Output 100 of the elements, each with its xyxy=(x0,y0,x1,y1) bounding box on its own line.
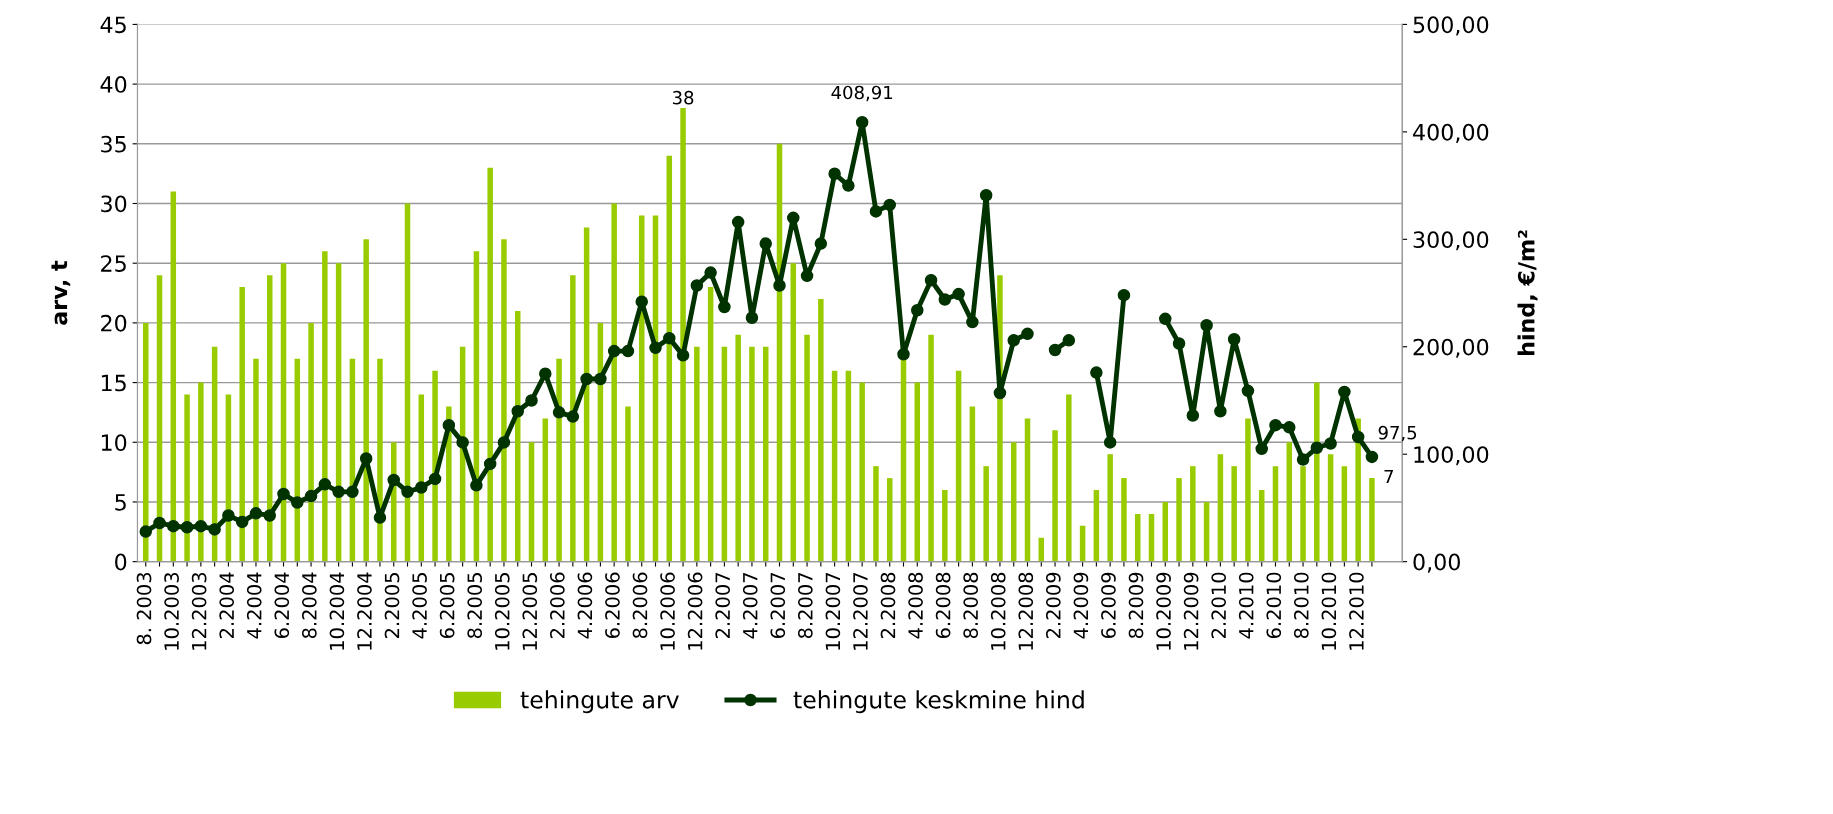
x-tick-label: 10.2004 xyxy=(329,572,345,650)
bar xyxy=(873,466,879,562)
bar xyxy=(735,334,741,562)
x-tick-label: 10.2007 xyxy=(825,573,841,650)
x-tick-label: 6.2004 xyxy=(274,572,290,639)
x-tick-label: 8.2006 xyxy=(632,572,648,639)
x-tick-label: 12.2010 xyxy=(1349,572,1364,650)
bar xyxy=(955,370,962,562)
y2-tick-label: 0,00 xyxy=(1413,553,1460,573)
y-tick-label: 0 xyxy=(115,553,127,571)
bar xyxy=(790,263,797,562)
x-tick-label: 8. 2003 xyxy=(136,572,152,645)
x-tick-label: 8.2010 xyxy=(1293,572,1309,639)
bar xyxy=(969,406,976,562)
y-tick-label: 35 xyxy=(101,135,126,153)
x-tick-label: 12.2007 xyxy=(853,573,868,650)
x-tick-label: 12.2005 xyxy=(522,573,538,650)
x-tick-label: 8.2008 xyxy=(963,572,979,639)
x-tick-label: 2.2007 xyxy=(715,573,731,638)
bar xyxy=(1107,454,1113,562)
bar xyxy=(1231,466,1237,562)
y2-tick-label: 200,00 xyxy=(1413,338,1489,358)
y-tick-label: 40 xyxy=(100,76,127,93)
bar xyxy=(1203,501,1210,562)
bar xyxy=(1258,490,1265,562)
bar xyxy=(886,478,893,562)
bar xyxy=(1327,454,1334,562)
x-tick-label: 2.2005 xyxy=(384,573,400,638)
x-tick-label: 8.2004 xyxy=(302,572,317,639)
x-tick-label: 8.2009 xyxy=(1128,572,1144,639)
bar xyxy=(1121,478,1127,562)
data-label: 97,5 xyxy=(1378,425,1417,442)
y2-tick-label: 400,00 xyxy=(1413,123,1489,143)
bar xyxy=(1341,466,1348,562)
x-tick-label: 4.2004 xyxy=(246,572,262,639)
y2-axis-title: hind, €/m² xyxy=(1517,230,1538,356)
x-tick-label: 6.2010 xyxy=(1266,572,1282,639)
y2-tick-label: 100,00 xyxy=(1414,446,1489,466)
x-tick-label: 12.2006 xyxy=(687,572,703,650)
bar xyxy=(721,346,728,562)
x-tick-label: 4.2009 xyxy=(1073,572,1089,639)
y-tick-label: 20 xyxy=(101,314,127,332)
bar xyxy=(1286,442,1293,562)
bar xyxy=(1024,418,1031,562)
legend-label: tehingute keskmine hind xyxy=(793,690,1084,714)
bar xyxy=(749,346,755,562)
x-tick-label: 2.2006 xyxy=(550,572,565,638)
bar xyxy=(831,370,838,562)
x-tick-label: 10.2006 xyxy=(660,572,675,650)
bar xyxy=(1369,478,1375,562)
y-axis-title: arv, t xyxy=(51,260,71,325)
bar xyxy=(694,346,700,562)
y-tick-label: 15 xyxy=(101,374,126,392)
bar xyxy=(707,287,714,562)
bar xyxy=(528,442,535,562)
x-tick-label: 6.2008 xyxy=(935,572,951,639)
x-tick-label: 6.2006 xyxy=(605,572,620,639)
bar xyxy=(1272,466,1279,562)
x-tick-label: 4.2010 xyxy=(1238,572,1254,639)
x-tick-label: 6.2005 xyxy=(439,573,455,639)
x-tick-label: 2.2010 xyxy=(1211,572,1227,638)
bar xyxy=(1093,490,1100,562)
bar xyxy=(942,490,948,562)
y-tick-label: 10 xyxy=(101,434,127,452)
y2-tick-label: 500,00 xyxy=(1413,16,1489,36)
y-tick-label: 45 xyxy=(100,16,126,34)
bar xyxy=(1176,478,1182,562)
bar xyxy=(983,466,989,562)
bar xyxy=(804,334,810,562)
x-tick-label: 10.2008 xyxy=(990,572,1006,650)
x-tick-label: 4.2006 xyxy=(577,572,593,639)
x-tick-label: 2.2004 xyxy=(219,572,235,638)
bar xyxy=(914,382,921,562)
x-tick-label: 8.2005 xyxy=(467,573,483,639)
bar xyxy=(818,299,824,562)
bar xyxy=(859,382,865,562)
bar xyxy=(542,418,549,562)
x-tick-label: 10.2003 xyxy=(164,572,179,650)
x-tick-label: 4.2007 xyxy=(742,573,758,639)
x-tick-label: 6.2009 xyxy=(1101,572,1116,639)
x-tick-label: 6.2007 xyxy=(770,573,786,639)
bar xyxy=(1066,394,1072,562)
bar xyxy=(1162,501,1169,562)
x-tick-label: 10.2010 xyxy=(1321,572,1337,650)
bar xyxy=(1190,466,1196,562)
x-tick-label: 12.2009 xyxy=(1183,572,1199,650)
x-tick-label: 10.2009 xyxy=(1156,572,1171,650)
x-tick-label: 12.2008 xyxy=(1018,572,1034,650)
legend-label: tehingute arv xyxy=(520,690,679,714)
bar xyxy=(762,346,769,562)
bar xyxy=(1052,430,1058,562)
x-tick-label: 12.2003 xyxy=(191,572,207,650)
y-tick-label: 5 xyxy=(115,494,126,511)
y2-tick-label: 300,00 xyxy=(1413,231,1489,251)
y-tick-label: 25 xyxy=(101,255,126,272)
bar xyxy=(625,406,631,562)
x-tick-label: 8.2007 xyxy=(797,573,813,639)
x-tick-label: 4.2005 xyxy=(412,573,427,639)
bar xyxy=(928,334,934,562)
bar xyxy=(1010,442,1017,562)
